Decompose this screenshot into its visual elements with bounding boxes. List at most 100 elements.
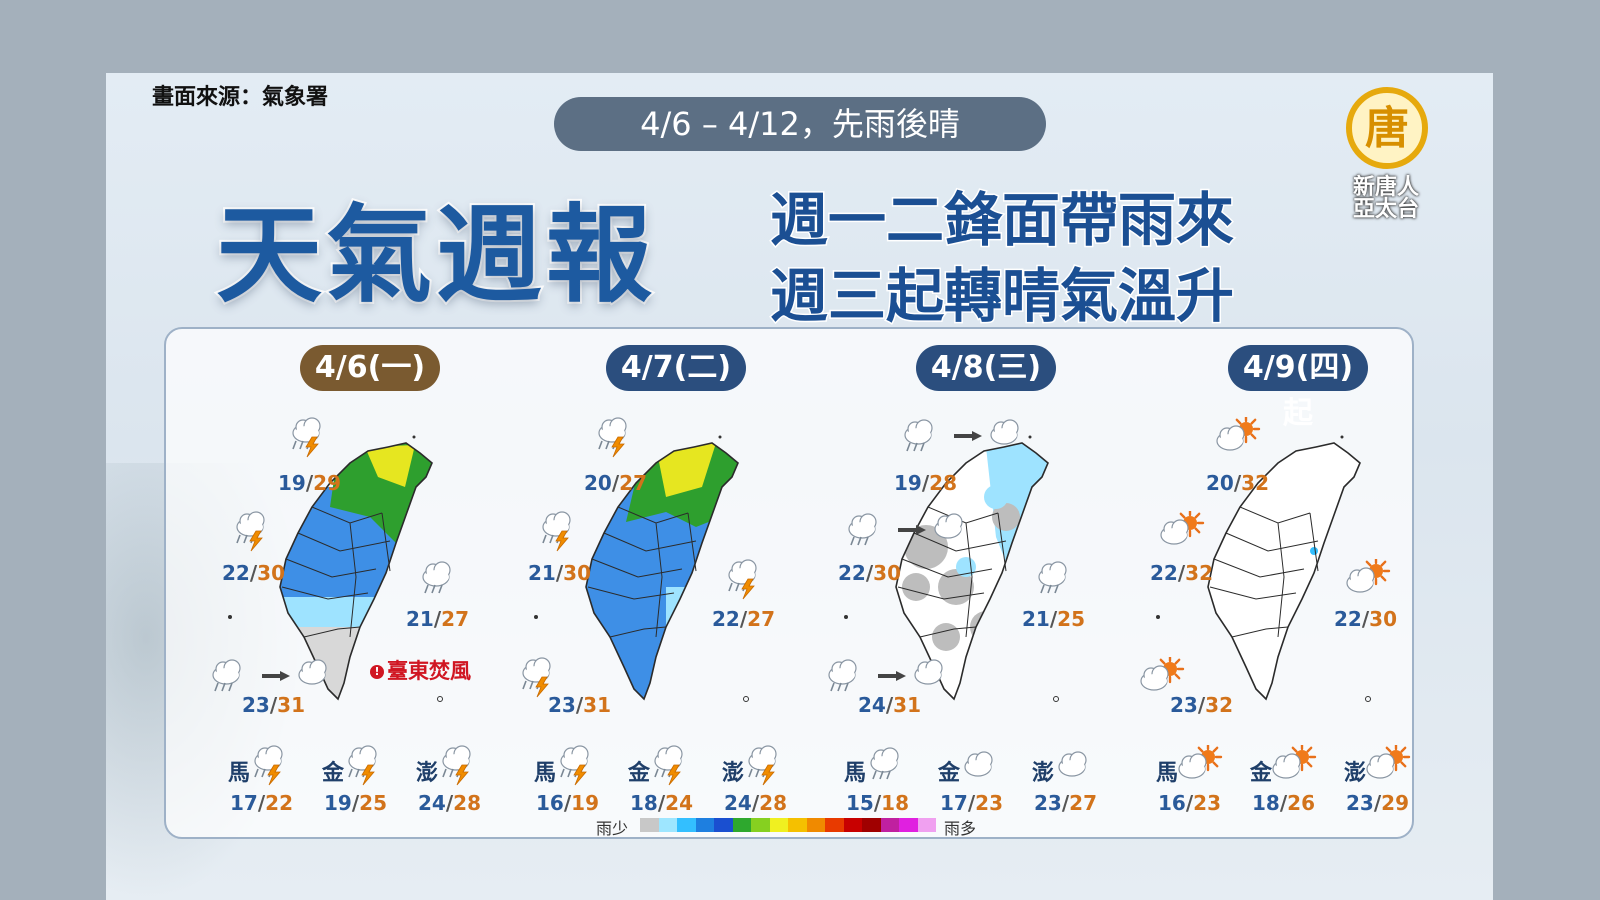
day-forecast: 4/9(四)起 20/32 22/32 22/30 23/32 馬 16/23 金 18/26 澎… bbox=[1128, 337, 1438, 837]
region-temperature: 20/27 bbox=[584, 471, 647, 495]
island-temperature: 16/23 bbox=[1158, 791, 1221, 815]
rain-icon bbox=[864, 745, 914, 789]
legend-swatch bbox=[788, 818, 807, 832]
region-temperature: 23/31 bbox=[242, 693, 305, 717]
legend-swatch bbox=[695, 818, 714, 832]
island-forecast: 金 18/24 bbox=[624, 745, 714, 825]
thunderstorm-icon bbox=[516, 657, 566, 701]
legend-low-label: 雨少 bbox=[596, 819, 629, 838]
arrow-right-icon bbox=[954, 431, 982, 441]
taiwan-rain-map bbox=[844, 435, 1059, 702]
region-temperature: 23/31 bbox=[548, 693, 611, 717]
partly-sunny-icon bbox=[1138, 654, 1188, 701]
island-forecast: 澎 23/29 bbox=[1340, 742, 1430, 825]
page-title: 天氣週報 bbox=[214, 192, 656, 319]
partly-sunny-icon bbox=[1176, 742, 1226, 789]
island-name: 澎 bbox=[1032, 761, 1055, 786]
day-forecast: 4/7(二) 20/27 21/30 22/27 23/31 馬 16/19 金 18/24 澎 2… bbox=[506, 337, 816, 837]
island-name: 金 bbox=[628, 761, 651, 786]
date-pill: 4/7(二) bbox=[606, 345, 746, 391]
region-temperature: 20/32 bbox=[1206, 471, 1269, 495]
day-forecast: 4/8(三) 19/28 22/30 21/25 24/31 馬 15/18 金 17/23 澎 2… bbox=[816, 337, 1126, 837]
region-temperature: 19/28 bbox=[894, 471, 957, 495]
region-temperature: 19/29 bbox=[278, 471, 341, 495]
island-forecast: 澎 24/28 bbox=[718, 745, 808, 825]
region-temperature: 22/32 bbox=[1150, 561, 1213, 585]
island-temperature: 18/26 bbox=[1252, 791, 1315, 815]
island-forecast: 金 18/26 bbox=[1246, 742, 1336, 825]
legend-swatch bbox=[640, 818, 659, 832]
region-temperature: 21/25 bbox=[1022, 607, 1085, 631]
legend-swatch bbox=[880, 818, 899, 832]
arrow-right-icon bbox=[262, 671, 290, 681]
legend-high-label: 雨多 bbox=[944, 819, 977, 838]
legend-swatch bbox=[806, 818, 825, 832]
thunderstorm-icon bbox=[722, 559, 772, 603]
cloud-icon bbox=[958, 745, 1008, 789]
rain-to-cloud-icon bbox=[846, 511, 896, 555]
partly-sunny-icon bbox=[1214, 414, 1264, 461]
rain-icon bbox=[416, 559, 466, 603]
island-forecast: 金 19/25 bbox=[318, 745, 408, 825]
island-forecast: 澎 23/27 bbox=[1028, 751, 1118, 825]
region-temperature: 22/30 bbox=[1334, 607, 1397, 631]
legend-swatch bbox=[751, 818, 770, 832]
island-temperature: 24/28 bbox=[724, 791, 787, 815]
island-name: 馬 bbox=[1156, 761, 1179, 786]
cloud-icon bbox=[1052, 745, 1102, 789]
legend-swatch bbox=[769, 818, 788, 832]
legend-color-bar bbox=[640, 818, 936, 832]
thunderstorm-icon bbox=[436, 745, 486, 789]
thunderstorm-icon bbox=[648, 745, 698, 789]
thunderstorm-icon bbox=[230, 511, 280, 555]
island-temperature: 15/18 bbox=[846, 791, 909, 815]
thunderstorm-icon bbox=[742, 745, 792, 789]
island-forecast: 澎 24/28 bbox=[412, 745, 502, 825]
cloud-icon bbox=[292, 653, 342, 697]
partly-sunny-icon bbox=[1158, 508, 1208, 555]
island-name: 澎 bbox=[1344, 761, 1367, 786]
region-temperature: 23/32 bbox=[1170, 693, 1233, 717]
legend-swatch bbox=[825, 818, 844, 832]
island-name: 金 bbox=[1250, 761, 1273, 786]
date-pill: 4/8(三) bbox=[916, 345, 1056, 391]
region-temperature: 21/30 bbox=[528, 561, 591, 585]
island-forecast: 馬 17/22 bbox=[224, 745, 314, 825]
cloud-icon bbox=[984, 413, 1034, 457]
day-forecast: 4/6(一) 19/29 22/30 21/27 23/31 ! 臺東焚風馬 17/22 金 19… bbox=[200, 337, 510, 837]
partly-sunny-icon bbox=[1270, 742, 1320, 789]
alert-icon: ! bbox=[370, 665, 384, 679]
thunderstorm-icon bbox=[536, 511, 586, 555]
weather-slide: 畫面來源：氣象署 4/6 – 4/12，先雨後晴 唐 新唐人 亞太台 天氣週報 週… bbox=[106, 73, 1493, 900]
rain-to-cloud-icon bbox=[902, 417, 952, 461]
taiwan-rain-map bbox=[1156, 435, 1371, 702]
island-name: 澎 bbox=[722, 761, 745, 786]
island-name: 馬 bbox=[844, 761, 867, 786]
thunderstorm-icon bbox=[592, 417, 642, 461]
arrow-right-icon bbox=[898, 525, 926, 535]
island-temperature: 19/25 bbox=[324, 791, 387, 815]
taiwan-rain-map bbox=[534, 435, 749, 702]
legend-swatch bbox=[917, 818, 936, 832]
station-logo: 唐 新唐人 亞太台 bbox=[1326, 87, 1446, 237]
island-forecast: 馬 16/19 bbox=[530, 745, 620, 825]
legend-swatch bbox=[862, 818, 881, 832]
region-temperature: 22/30 bbox=[222, 561, 285, 585]
island-forecast: 馬 16/23 bbox=[1152, 742, 1242, 825]
legend-swatch bbox=[714, 818, 733, 832]
taiwan-rain-map bbox=[228, 435, 443, 702]
arrow-right-icon bbox=[878, 671, 906, 681]
legend-swatch bbox=[658, 818, 677, 832]
forecast-panel: 4/6(一) 19/29 22/30 21/27 23/31 ! 臺東焚風馬 17/22 金 19… bbox=[164, 327, 1414, 839]
island-forecast: 馬 15/18 bbox=[840, 747, 930, 825]
island-name: 金 bbox=[938, 761, 961, 786]
partly-sunny-icon bbox=[1344, 556, 1394, 603]
thunderstorm-icon bbox=[342, 745, 392, 789]
rain-to-cloud-icon bbox=[826, 657, 876, 701]
region-temperature: 21/27 bbox=[406, 607, 469, 631]
date-pill: 4/6(一) bbox=[300, 345, 440, 391]
island-temperature: 24/28 bbox=[418, 791, 481, 815]
island-temperature: 17/22 bbox=[230, 791, 293, 815]
island-name: 澎 bbox=[416, 761, 439, 786]
island-name: 馬 bbox=[534, 761, 557, 786]
